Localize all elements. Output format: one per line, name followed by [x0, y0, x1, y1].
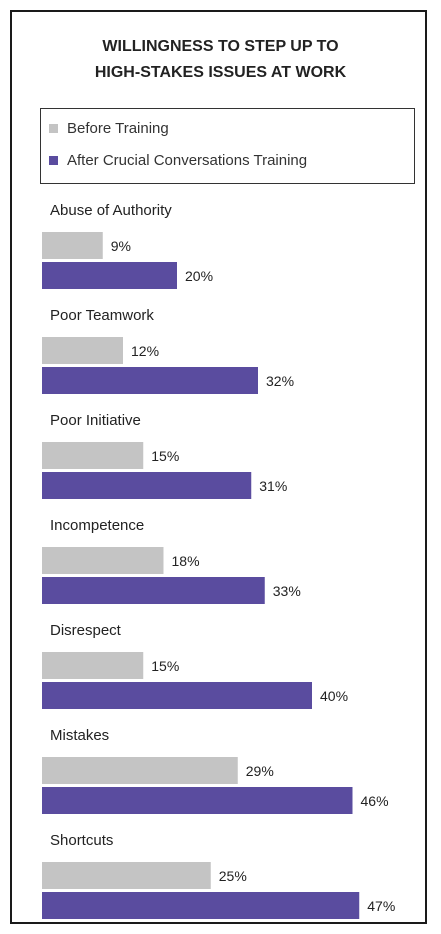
- bar-after-abuse-of-authority: [42, 262, 177, 289]
- category-label-poor-initiative: Poor Initiative: [50, 412, 141, 429]
- bar-before-poor-initiative: [42, 442, 144, 469]
- legend-swatch-before: [49, 123, 58, 133]
- category-label-shortcuts: Shortcuts: [50, 832, 113, 849]
- category-label-abuse-of-authority: Abuse of Authority: [50, 202, 172, 219]
- legend-label-before: Before Training: [67, 119, 169, 137]
- bar-before-poor-teamwork: [42, 337, 123, 364]
- category-label-incompetence: Incompetence: [50, 517, 144, 534]
- value-label-after-poor-teamwork: 32%: [266, 373, 294, 389]
- value-label-before-mistakes: 29%: [246, 763, 274, 779]
- category-label-disrespect: Disrespect: [50, 622, 122, 639]
- legend-item-before: Before Training: [49, 117, 169, 139]
- bar-after-mistakes: [42, 787, 353, 814]
- value-label-before-abuse-of-authority: 9%: [111, 238, 131, 254]
- value-label-before-poor-initiative: 15%: [151, 448, 179, 464]
- value-label-after-shortcuts: 47%: [367, 898, 395, 914]
- bar-after-poor-teamwork: [42, 367, 258, 394]
- bar-after-disrespect: [42, 682, 312, 709]
- legend-swatch-after: [49, 155, 58, 165]
- bar-after-shortcuts: [42, 892, 360, 919]
- bar-after-incompetence: [42, 577, 265, 604]
- value-label-before-disrespect: 15%: [151, 658, 179, 674]
- bar-before-incompetence: [42, 547, 164, 574]
- legend-item-after: After Crucial Conversations Training: [49, 149, 307, 171]
- value-label-after-incompetence: 33%: [273, 583, 301, 599]
- value-label-after-disrespect: 40%: [320, 688, 348, 704]
- category-label-mistakes: Mistakes: [50, 727, 109, 744]
- bar-before-abuse-of-authority: [42, 232, 103, 259]
- bar-before-disrespect: [42, 652, 144, 679]
- bar-before-mistakes: [42, 757, 238, 784]
- value-label-after-abuse-of-authority: 20%: [185, 268, 213, 284]
- bar-after-poor-initiative: [42, 472, 252, 499]
- value-label-before-poor-teamwork: 12%: [131, 343, 159, 359]
- chart-title-line-1: WILLINGNESS TO STEP UP TO: [102, 38, 339, 55]
- legend-label-after: After Crucial Conversations Training: [67, 151, 308, 169]
- value-label-after-poor-initiative: 31%: [259, 478, 287, 494]
- value-label-before-shortcuts: 25%: [219, 868, 247, 884]
- value-label-after-mistakes: 46%: [361, 793, 389, 809]
- bar-before-shortcuts: [42, 862, 211, 889]
- chart-title-line-2: HIGH-STAKES ISSUES AT WORK: [94, 64, 347, 81]
- value-label-before-incompetence: 18%: [172, 553, 200, 569]
- category-label-poor-teamwork: Poor Teamwork: [50, 307, 154, 324]
- legend: Before Training After Crucial Conversati…: [40, 108, 415, 184]
